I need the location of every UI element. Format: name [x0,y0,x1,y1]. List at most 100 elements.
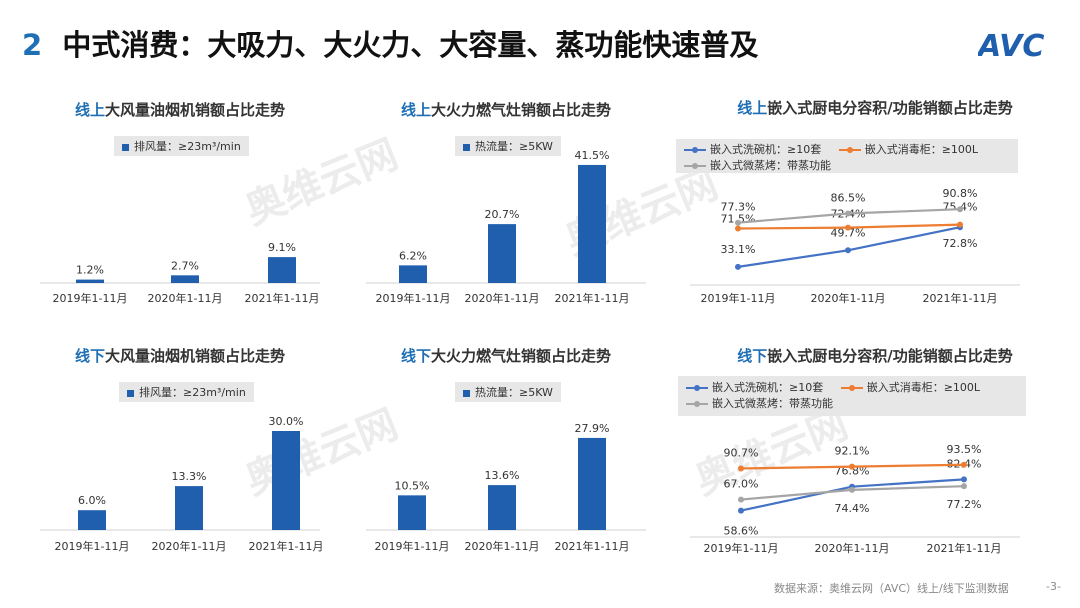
bar [578,437,606,530]
data-point [845,247,851,254]
bar [76,279,104,283]
legend-swatch-gray [684,163,706,169]
data-label: 77.3% [721,201,756,214]
legend-swatch [463,389,470,397]
panel-online-builtin: 线上嵌入式厨电分容积/功能销额占比走势 嵌入式洗碗机：≥10套 嵌入式消毒柜：≥… [676,95,1060,315]
panel-offline-range-hood: 线下大风量油烟机销额占比走势 排风量：≥23m³/min 6.0% 2019年1-… [30,340,330,565]
category-label: 2019年1-11月 [53,291,128,305]
legend-swatch-blue [686,385,708,391]
data-point [849,463,855,470]
category-label: 2021年1-11月 [555,291,630,305]
panel-online-gas-stove: 线上大火力燃气灶销额占比走势 热流量：≥5KW 6.2% 2019年1-11月 20… [356,95,656,315]
bar [488,485,516,530]
panel-title: 线下嵌入式厨电分容积/功能销额占比走势 [737,347,1013,365]
avc-logo: AVC [978,29,1044,62]
data-label: 72.8% [943,237,978,250]
data-label: 93.5% [947,443,982,456]
page-title: 2 中式消费：大吸力、大火力、大容量、蒸功能快速普及 [22,22,758,64]
data-point [849,486,855,493]
category-label: 2020年1-11月 [152,539,227,553]
bar-chart: 10.5% 2019年1-11月 13.6% 2020年1-11月 27.9% 2021年… [366,422,646,553]
data-label: 90.8% [943,187,978,200]
legend-swatch-orange [838,147,861,153]
panel-offline-gas-stove: 线下大火力燃气灶销额占比走势 热流量：≥5KW 10.5% 2019年1-11月 1… [356,340,656,565]
data-label: 74.4% [835,502,870,515]
data-label: 76.8% [835,465,870,478]
data-point [735,219,741,226]
data-label: 13.6% [485,469,520,482]
title-text: 中式消费：大吸力、大火力、大容量、蒸功能快速普及 [62,28,759,62]
bar [578,164,606,283]
line-chart: 58.6%76.8%82.4%90.7%92.1%93.5%67.0%74.4%… [690,443,1020,555]
chart-legend: 嵌入式洗碗机：≥10套 嵌入式消毒柜：≥100L 嵌入式微蒸烤：带蒸功能 [678,376,1026,416]
panel-title: 线上大风量油烟机销额占比走势 [74,101,286,119]
category-label: 2019年1-11月 [376,291,451,305]
data-label: 77.2% [947,498,982,511]
data-point [961,476,967,483]
data-point [961,483,967,490]
data-label: 58.6% [724,525,759,538]
page-number: -3- [1046,580,1061,593]
bar-chart: 6.2% 2019年1-11月 20.7% 2020年1-11月 41.5% 2021年1… [366,149,646,305]
category-label: 2019年1-11月 [701,291,776,305]
category-label: 2021年1-11月 [927,541,1002,555]
data-source: 数据来源：奥维云网（AVC）线上/线下监测数据 [774,582,1009,595]
data-label: 86.5% [831,192,866,205]
legend-swatch [463,143,470,151]
legend-swatch [122,143,129,151]
chart-legend: 热流量：≥5KW [455,382,561,402]
data-point [845,210,851,217]
panel-title: 线上大火力燃气灶销额占比走势 [400,101,612,119]
data-label: 30.0% [269,415,304,428]
bar [488,224,516,283]
category-label: 2019年1-11月 [55,539,130,553]
legend-swatch [127,389,134,397]
bar [171,275,199,283]
data-label: 1.2% [76,264,104,277]
category-label: 2021年1-11月 [249,539,324,553]
category-label: 2020年1-11月 [148,291,223,305]
bar-chart: 6.0% 2019年1-11月 13.3% 2020年1-11月 30.0% 2021年1… [40,415,324,553]
data-label: 6.2% [399,249,427,262]
data-label: 27.9% [575,422,610,435]
panel-title: 线上嵌入式厨电分容积/功能销额占比走势 [737,99,1013,117]
data-point [735,263,741,270]
category-label: 2019年1-11月 [375,539,450,553]
data-label: 49.7% [831,226,866,239]
data-point [738,465,744,472]
data-point [961,461,967,468]
bar [175,486,203,530]
data-label: 2.7% [171,259,199,272]
category-label: 2020年1-11月 [815,541,890,555]
bar [398,495,426,530]
category-label: 2020年1-11月 [811,291,886,305]
chart-legend: 排风量：≥23m³/min [119,382,254,402]
data-label: 20.7% [485,208,520,221]
data-point [957,221,963,228]
category-label: 2020年1-11月 [465,539,540,553]
bar [399,265,427,283]
bar [78,510,106,530]
data-label: 92.1% [835,445,870,458]
data-point [845,224,851,231]
panel-online-range-hood: 线上大风量油烟机销额占比走势 排风量：≥23m³/min 1.2% 2019年1-… [30,95,330,315]
data-label: 6.0% [78,494,106,507]
data-label: 90.7% [724,446,759,459]
data-label: 67.0% [724,478,759,491]
chart-legend: 嵌入式洗碗机：≥10套 嵌入式消毒柜：≥100L 嵌入式微蒸烤：带蒸功能 [676,139,1018,173]
bar-chart: 1.2% 2019年1-11月 2.7% 2020年1-11月 9.1% 2021年1-1… [40,241,320,305]
data-label: 13.3% [172,470,207,483]
category-label: 2021年1-11月 [245,291,320,305]
data-label: 41.5% [575,149,610,162]
data-label: 10.5% [395,479,430,492]
data-label: 33.1% [721,243,756,256]
category-label: 2020年1-11月 [465,291,540,305]
category-label: 2021年1-11月 [555,539,630,553]
panel-title: 线下大风量油烟机销额占比走势 [74,347,286,365]
panel-offline-builtin: 线下嵌入式厨电分容积/功能销额占比走势 嵌入式洗碗机：≥10套 嵌入式消毒柜：≥… [678,340,1060,565]
panel-title: 线下大火力燃气灶销额占比走势 [400,347,612,365]
chart-legend: 排风量：≥23m³/min [114,136,249,156]
data-label: 9.1% [268,241,296,254]
data-point [957,206,963,213]
legend-swatch-orange [840,385,863,391]
